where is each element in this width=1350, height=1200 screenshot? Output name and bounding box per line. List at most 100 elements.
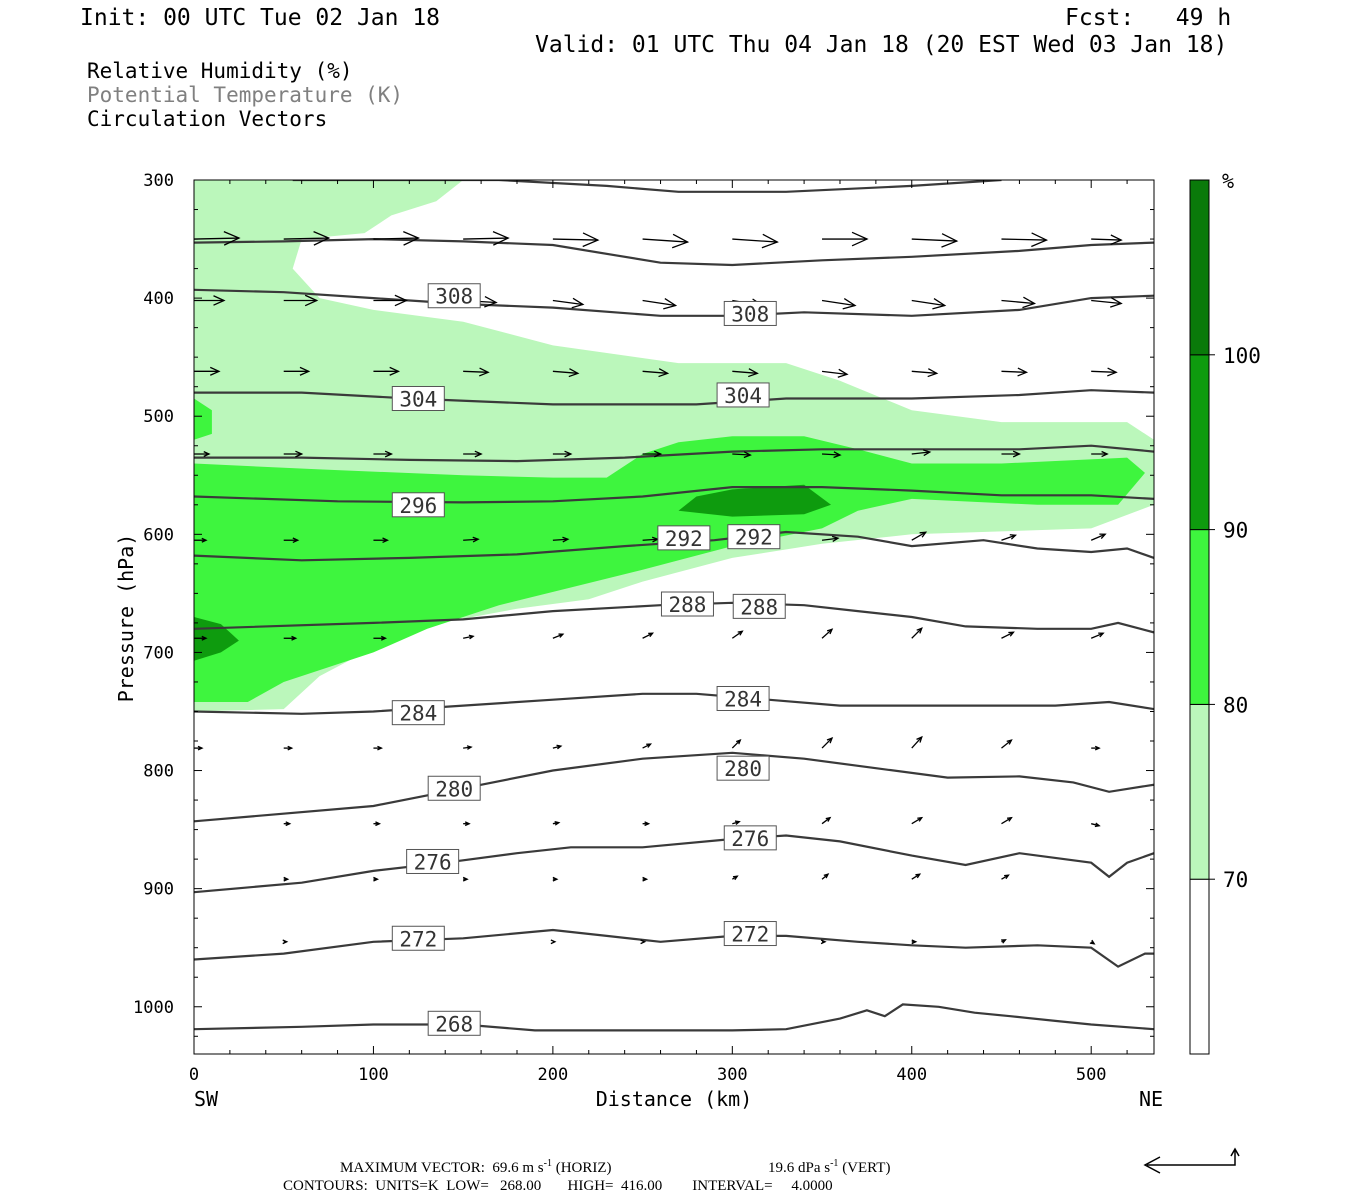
colorbar-swatch-3 [1189, 354, 1210, 531]
contour-label-box-284-0 [391, 700, 445, 726]
vector-688-350 [821, 628, 834, 639]
x-tick-label-200: 200 [538, 1065, 569, 1085]
colorbar: 70 80 90 100 [1189, 179, 1261, 1055]
vector-781-200 [552, 744, 563, 750]
vector-781-500 [1091, 745, 1101, 751]
contour-label-box-276-1 [723, 825, 777, 851]
contour-label-box-268-0 [427, 1010, 481, 1036]
contour-label-284-0: 284 [399, 702, 437, 726]
vector-945-350 [820, 939, 827, 945]
contour-label-box-272-1 [723, 921, 777, 947]
contour-label-296-0: 296 [399, 494, 437, 518]
vector-688-500 [1090, 632, 1105, 639]
contour-label-304-1: 304 [724, 384, 762, 408]
colorbar-swatch-0 [1189, 878, 1210, 1055]
contour-label-272-0: 272 [399, 927, 437, 951]
vector-845-100 [373, 821, 382, 827]
max-vector-horiz-value: MAXIMUM VECTOR: 69.6 m s [340, 1160, 544, 1176]
vector-781-50 [283, 745, 294, 751]
vector-845-350 [821, 816, 832, 825]
vector-605-400 [911, 531, 928, 541]
vector-945-250 [640, 939, 647, 945]
vector-688-200 [552, 633, 565, 639]
vector-688-450 [1001, 631, 1015, 639]
contour-label-box-308-1 [723, 300, 777, 326]
colorbar-swatch-1 [1189, 703, 1210, 880]
vector-462-300 [732, 368, 759, 378]
contour-label-304-0: 304 [399, 388, 437, 412]
vector-605-150 [463, 536, 480, 543]
x-end-label-sw: SW [194, 1087, 219, 1111]
vector-532-450 [1001, 450, 1022, 458]
contour-272 [194, 928, 1154, 968]
x-tick-label-500: 500 [1076, 1065, 1107, 1085]
contour-label-box-304-1 [716, 382, 770, 408]
vector-462-400 [911, 368, 939, 378]
vector-462-350 [821, 368, 849, 378]
title-relative-humidity: Relative Humidity (%) [87, 59, 353, 83]
vector-462-450 [1001, 367, 1029, 377]
vector-688-100 [373, 635, 388, 641]
contour-label-268-0: 268 [435, 1012, 473, 1036]
vector-402-450 [1001, 296, 1037, 309]
vector-688-50 [283, 635, 298, 641]
vector-845-200 [552, 820, 561, 826]
vector-605-100 [373, 537, 390, 544]
colorbar-label-90: 90 [1223, 519, 1248, 543]
vector-462-500 [1091, 367, 1118, 377]
y-tick-label-700: 700 [143, 643, 174, 663]
reference-vector-icon [1143, 1147, 1240, 1174]
vector-532-250 [642, 450, 663, 458]
colorbar-swatch-4 [1189, 179, 1210, 356]
y-tick-label-800: 800 [143, 762, 174, 782]
vector-781-450 [1001, 739, 1013, 749]
valid-time: Valid: 01 UTC Thu 04 Jan 18 (20 EST Wed … [535, 32, 1227, 58]
y-tick-label-600: 600 [143, 525, 174, 545]
vector-350-300 [732, 233, 779, 249]
contour-label-272-1: 272 [731, 923, 769, 947]
vector-350-450 [1001, 232, 1049, 248]
x-tick-label-300: 300 [717, 1065, 748, 1085]
max-vector-info: MAXIMUM VECTOR: 69.6 m s-1 (HORIZ) [340, 1158, 612, 1176]
x-end-label-ne: NE [1139, 1087, 1163, 1111]
vector-532-50 [283, 450, 304, 458]
vector-688-400 [911, 627, 923, 639]
vector-350-350 [822, 231, 869, 247]
vector-945-50 [282, 939, 289, 945]
vector-462-0 [194, 366, 221, 376]
vector-402-400 [911, 297, 947, 310]
contour-label-280-1: 280 [724, 757, 762, 781]
title-circulation-vectors: Circulation Vectors [87, 107, 327, 131]
vector-402-0 [194, 295, 226, 306]
contour-info: CONTOURS: UNITS=K LOW= 268.00 HIGH= 416.… [283, 1178, 833, 1194]
max-vector-vert-value: 19.6 dPa s [768, 1160, 830, 1176]
vector-402-500 [1091, 297, 1123, 308]
y-axis-label: Pressure (hPa) [114, 534, 138, 703]
contour-276 [194, 834, 1154, 894]
contour-label-box-288-0 [660, 591, 714, 617]
vector-350-0 [194, 231, 241, 246]
contour-labels: 272 272 276 276 280 280 284 284 288 288 292 292 296 3… [391, 283, 786, 1036]
contour-280 [194, 751, 1154, 823]
vector-892-350 [821, 873, 830, 880]
vector-845-300 [732, 820, 741, 826]
x-tick-label-0: 0 [189, 1065, 199, 1085]
vector-845-150 [463, 821, 471, 827]
vector-532-0 [194, 451, 211, 457]
vector-781-350 [821, 736, 834, 749]
x-tick-label-400: 400 [896, 1065, 927, 1085]
init-time: Init: 00 UTC Tue 02 Jan 18 [80, 5, 440, 31]
contour-label-276-1: 276 [731, 827, 769, 851]
contour-308 [194, 288, 1154, 317]
vector-781-250 [642, 743, 653, 749]
vector-781-100 [373, 745, 384, 751]
vector-605-50 [283, 537, 300, 544]
contour-label-308-0: 308 [435, 285, 473, 309]
contour-300 [194, 444, 1154, 463]
vector-350-500 [1091, 234, 1123, 246]
vector-945-450 [1001, 939, 1007, 944]
max-vector-horiz-tag: (HORIZ) [552, 1160, 612, 1176]
vector-605-350 [821, 535, 840, 543]
vector-462-200 [552, 368, 580, 378]
